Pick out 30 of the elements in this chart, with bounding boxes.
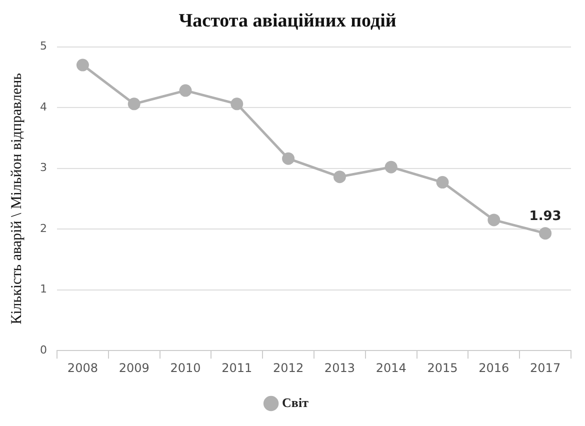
point — [333, 170, 346, 184]
y-tick-label: 5 — [40, 40, 47, 53]
x-tick-label: 2016 — [478, 360, 510, 375]
point — [488, 214, 500, 226]
point — [128, 98, 140, 110]
y-tick-label: 4 — [40, 100, 47, 114]
x-tick-label: 2017 — [530, 360, 561, 375]
x-tick-label: 2012 — [273, 360, 304, 375]
x-tick-label: 2015 — [427, 360, 458, 375]
x-tick-label: 2013 — [324, 360, 355, 375]
x-tick-label: 2014 — [376, 360, 406, 375]
x-tick-label: 2008 — [67, 360, 98, 375]
point — [436, 176, 449, 189]
y-axis-title: Кількість аварій \ Мільйон відправлень — [8, 72, 25, 324]
legend-label: Світ — [282, 394, 310, 410]
point — [384, 160, 398, 174]
y-tick-label: 1 — [40, 282, 47, 296]
x-tick-label: 2011 — [222, 360, 252, 375]
point — [539, 227, 552, 240]
y-tick-label: 2 — [40, 222, 47, 235]
y-tick-label: 0 — [40, 343, 47, 356]
point — [282, 152, 295, 165]
data-label: 1.93 — [529, 209, 562, 224]
x-tick-label: 2009 — [118, 360, 150, 375]
chart-title: Частота авіаційних подій — [178, 10, 396, 32]
point — [76, 58, 89, 72]
x-tick-label: 2010 — [170, 360, 201, 375]
point — [179, 84, 192, 97]
y-tick-label: 3 — [40, 161, 47, 174]
point — [230, 98, 244, 110]
